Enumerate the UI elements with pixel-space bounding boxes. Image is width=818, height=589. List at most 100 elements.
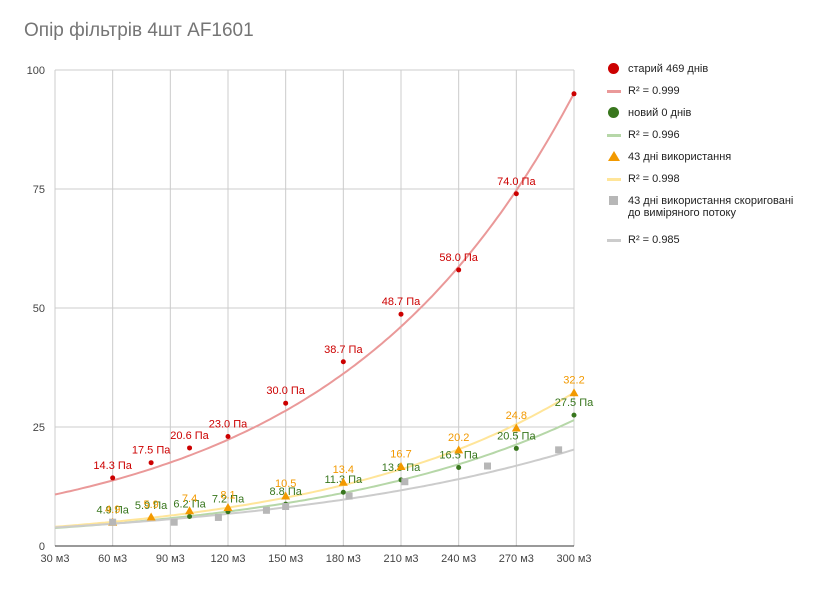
data-point-s0 [225, 434, 231, 440]
data-label-s1: 4.9 Па [96, 505, 129, 517]
data-label-s0: 30.0 Па [266, 385, 305, 397]
x-tick-label: 270 м3 [499, 553, 534, 565]
legend-label: 43 дні використання [628, 151, 732, 163]
data-point-s1 [513, 445, 519, 451]
data-point-s3 [484, 462, 491, 470]
y-tick-label: 0 [39, 541, 45, 553]
legend-marker-circle-red [608, 63, 619, 74]
legend-item-new[interactable]: новий 0 днів [604, 102, 818, 124]
trendline-0 [54, 92, 575, 496]
legend-label: R² = 0.985 [628, 234, 680, 246]
data-point-s0 [456, 267, 462, 273]
data-label-s2: 32.2 [563, 375, 584, 387]
data-point-s1 [456, 464, 462, 470]
x-tick-label: 240 м3 [441, 553, 476, 565]
data-label-s1: 7.2 Па [212, 494, 245, 506]
data-point-s0 [340, 359, 346, 365]
data-label-s0: 38.7 Па [324, 344, 363, 356]
data-point-s1 [340, 489, 346, 495]
y-tick-label: 75 [33, 184, 45, 196]
legend-marker-line-gray [607, 239, 621, 242]
data-point-s2 [223, 502, 233, 511]
legend-label: старий 469 днів [628, 63, 709, 75]
legend-label: новий 0 днів [628, 107, 692, 119]
x-tick-label: 300 м3 [556, 553, 591, 565]
data-point-s3 [262, 506, 270, 514]
x-tick-label: 30 м3 [41, 553, 70, 565]
data-point-s0 [571, 91, 577, 97]
trendline-2 [54, 391, 575, 528]
data-point-s0 [283, 400, 289, 406]
data-point-s2 [454, 445, 464, 454]
data-label-s2: 24.8 [506, 410, 527, 422]
data-label-s1: 5.9 Па [135, 500, 168, 512]
data-point-s2 [281, 491, 291, 500]
data-label-s1: 6.2 Па [173, 498, 206, 510]
data-label-s2: 16.7 [390, 449, 411, 461]
legend-item-old-trend[interactable]: R² = 0.999 [604, 80, 818, 102]
legend-item-43days-corrected-trend[interactable]: R² = 0.985 [604, 229, 818, 251]
data-label-s2: 4.9 [105, 504, 120, 516]
legend-label: R² = 0.996 [628, 129, 680, 141]
legend-item-new-trend[interactable]: R² = 0.996 [604, 124, 818, 146]
legend-item-43days-trend[interactable]: R² = 0.998 [604, 168, 818, 190]
data-label-s2: 8.1 [220, 489, 235, 501]
x-tick-label: 90 м3 [156, 553, 185, 565]
y-tick-label: 100 [27, 65, 45, 77]
legend-marker-line-red [607, 90, 621, 93]
data-point-s3 [555, 446, 563, 454]
data-label-s2: 10.5 [275, 478, 296, 490]
data-point-s1 [571, 412, 577, 418]
data-label-s0: 14.3 Па [93, 460, 132, 472]
data-point-s3 [170, 518, 178, 526]
x-tick-label: 150 м3 [268, 553, 303, 565]
x-tick-label: 210 м3 [383, 553, 418, 565]
x-tick-label: 120 м3 [210, 553, 245, 565]
data-label-s2: 7.4 [182, 493, 197, 505]
legend-marker-triangle-orange [608, 151, 620, 161]
data-label-s1: 27.5 Па [555, 397, 594, 409]
data-label-s2: 13.4 [333, 464, 354, 476]
data-point-s3 [109, 518, 117, 526]
legend-item-43days[interactable]: 43 дні використання [604, 146, 818, 168]
data-point-s2 [569, 388, 579, 397]
data-point-s0 [148, 460, 154, 466]
data-label-s0: 20.6 Па [170, 430, 209, 442]
data-point-s0 [110, 475, 116, 481]
legend-label: 43 дні використання скориговані до вимір… [628, 195, 794, 219]
y-tick-label: 50 [33, 303, 45, 315]
y-tick-label: 25 [33, 422, 45, 434]
data-label-s1: 20.5 Па [497, 430, 536, 442]
data-point-s0 [187, 445, 193, 451]
data-point-s3 [282, 502, 290, 510]
legend-marker-line-yellow [607, 178, 621, 181]
legend-marker-circle-green [608, 107, 619, 118]
legend-marker-square-gray [609, 196, 618, 205]
chart-title: Опір фільтрів 4шт AF1601 [24, 20, 254, 41]
data-point-s2 [185, 506, 195, 515]
legend-label: R² = 0.999 [628, 85, 680, 97]
x-tick-label: 180 м3 [326, 553, 361, 565]
trendline-3 [54, 448, 575, 529]
data-point-s2 [396, 462, 406, 471]
data-point-s2 [338, 477, 348, 486]
data-label-s0: 58.0 Па [439, 252, 478, 264]
legend: старий 469 днів R² = 0.999 новий 0 днів … [604, 58, 818, 251]
data-point-s2 [511, 423, 521, 432]
legend-item-old[interactable]: старий 469 днів [604, 58, 818, 80]
data-label-s2: 5.9 [143, 499, 158, 511]
data-label-s0: 74.0 Па [497, 176, 536, 188]
legend-item-43days-corrected[interactable]: 43 дні використання скориговані до вимір… [604, 190, 818, 229]
data-label-s0: 23.0 Па [209, 419, 248, 431]
data-point-s3 [214, 513, 222, 521]
data-label-s2: 20.2 [448, 432, 469, 444]
data-point-s0 [513, 191, 519, 197]
data-point-s1 [187, 513, 193, 519]
data-point-s0 [398, 311, 404, 317]
legend-marker-line-green [607, 134, 621, 137]
data-point-s2 [146, 512, 156, 521]
legend-label: R² = 0.998 [628, 173, 680, 185]
data-label-s0: 48.7 Па [382, 296, 421, 308]
